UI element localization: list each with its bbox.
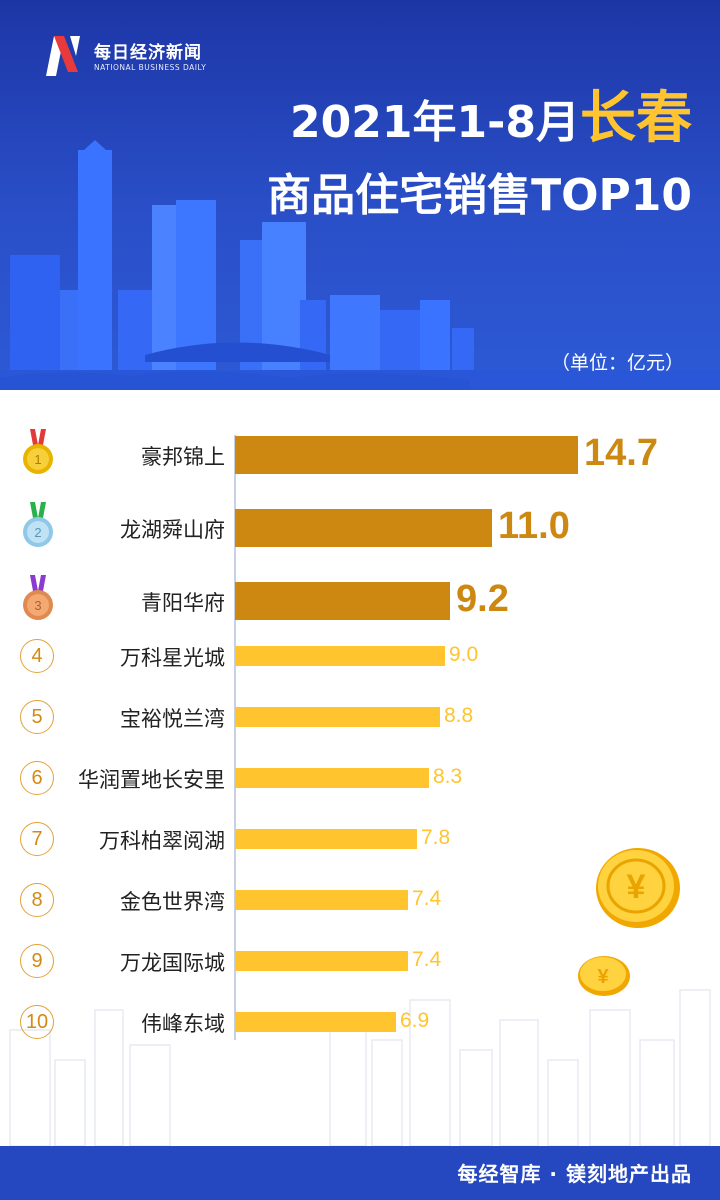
- rank-badge: 9: [20, 944, 56, 980]
- bar: [235, 582, 450, 620]
- rank-badge: 4: [20, 639, 56, 675]
- bar: [235, 890, 408, 910]
- rank-number: 7: [20, 822, 54, 856]
- rank-number: 5: [20, 700, 54, 734]
- value-label: 9.2: [456, 578, 509, 620]
- footer-credit: 每经智库 · 镁刻地产出品: [457, 1162, 692, 1186]
- silver-medal-icon: 2: [23, 502, 53, 547]
- category-label: 华润置地长安里: [78, 768, 225, 792]
- svg-text:¥: ¥: [627, 868, 646, 906]
- title-prefix: 2021年1-8月: [290, 97, 580, 148]
- category-label: 豪邦锦上: [141, 445, 225, 469]
- category-label: 万科星光城: [120, 646, 225, 670]
- background-city-outline: [9, 989, 711, 1146]
- value-label: 11.0: [498, 505, 570, 547]
- category-label: 青阳华府: [141, 591, 225, 615]
- rank-badge: 8: [20, 883, 56, 919]
- bar: [235, 1012, 396, 1032]
- rank-badge: 5: [20, 700, 56, 736]
- bar: [235, 707, 440, 727]
- bar: [235, 951, 408, 971]
- coin-icon: ¥ ¥: [578, 848, 680, 996]
- title-line-1: 2021年1-8月长春: [290, 88, 692, 150]
- value-label: 9.0: [449, 643, 479, 666]
- gold-medal-icon: 1: [23, 429, 53, 474]
- logo-mark-icon: [46, 36, 80, 76]
- category-label: 宝裕悦兰湾: [120, 707, 225, 731]
- logo-english-name: NATIONAL BUSINESS DAILY: [94, 63, 207, 72]
- title-line-2: 商品住宅销售TOP10: [267, 170, 692, 221]
- rank-number: 4: [20, 639, 54, 673]
- rank-badge: 6: [20, 761, 56, 797]
- value-label: 8.8: [444, 704, 474, 727]
- rank-badge: 7: [20, 822, 56, 858]
- bar-chart: 1 豪邦锦上 14.7 2 龙湖舜山府 11.0 3 青阳华府 9.2 4 万科星光城 9.0 5 宝裕悦…: [0, 390, 720, 1146]
- value-label: 8.3: [433, 765, 463, 788]
- value-label: 14.7: [584, 432, 658, 474]
- rank-number: 3: [34, 598, 41, 613]
- bar: [235, 829, 417, 849]
- footer-bar: 每经智库 · 镁刻地产出品: [0, 1146, 720, 1200]
- value-label: 7.4: [412, 948, 442, 971]
- category-label: 伟峰东域: [141, 1012, 225, 1036]
- value-label: 6.9: [400, 1009, 430, 1032]
- title-city: 长春: [580, 86, 692, 151]
- unit-label: （单位：亿元）: [550, 352, 684, 374]
- svg-text:¥: ¥: [597, 966, 609, 988]
- bar: [235, 768, 429, 788]
- rank-number: 2: [34, 525, 41, 540]
- rank-number: 8: [20, 883, 54, 917]
- rank-badge: 10: [20, 1005, 56, 1041]
- logo-chinese-name: 每日经济新闻: [94, 43, 202, 63]
- value-label: 7.8: [421, 826, 451, 849]
- bronze-medal-icon: 3: [23, 575, 53, 620]
- bar: [235, 509, 492, 547]
- bar: [235, 646, 445, 666]
- category-axis: [234, 435, 236, 1040]
- category-label: 龙湖舜山府: [120, 518, 225, 542]
- category-label: 万科柏翠阅湖: [99, 829, 225, 853]
- logo: 每日经济新闻 NATIONAL BUSINESS DAILY: [40, 32, 240, 82]
- category-label: 金色世界湾: [120, 890, 225, 914]
- bar: [235, 436, 578, 474]
- city-skyline-illustration: [0, 140, 720, 390]
- header-banner: 每日经济新闻 NATIONAL BUSINESS DAILY 2021年1-8月…: [0, 0, 720, 390]
- rank-number: 6: [20, 761, 54, 795]
- category-label: 万龙国际城: [120, 951, 225, 975]
- rank-number: 9: [20, 944, 54, 978]
- rank-number: 10: [20, 1005, 54, 1039]
- value-label: 7.4: [412, 887, 442, 910]
- rank-number: 1: [34, 452, 41, 467]
